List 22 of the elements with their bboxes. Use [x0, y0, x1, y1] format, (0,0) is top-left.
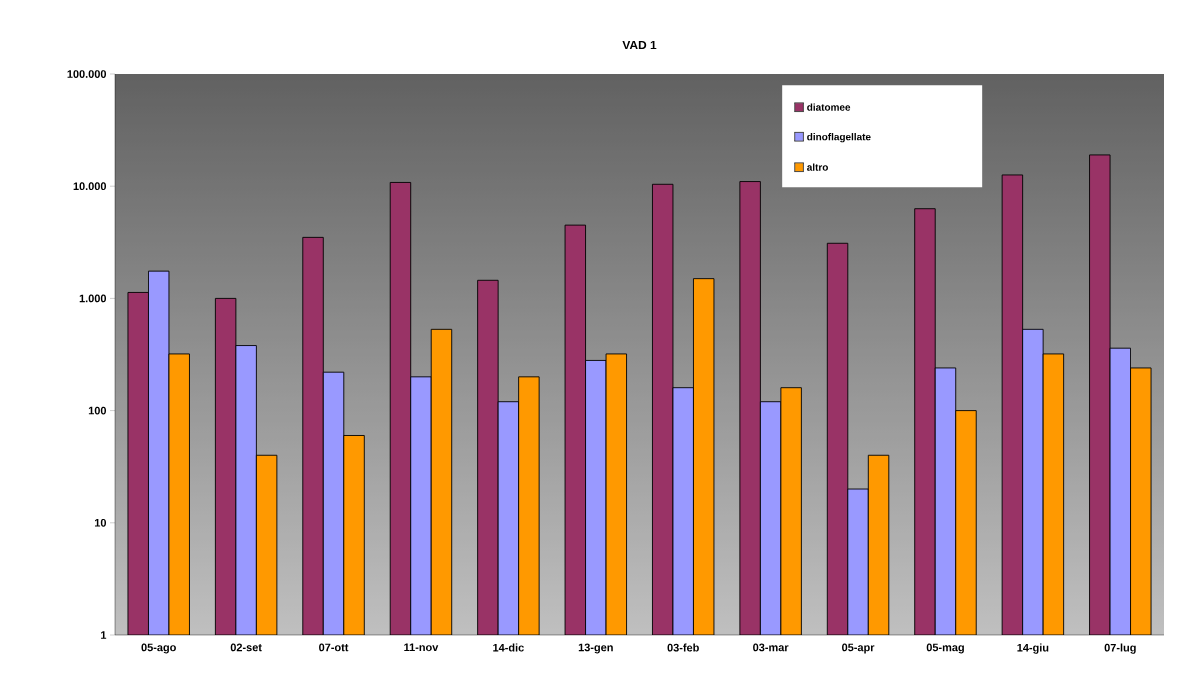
x-tick-label: 02-set: [230, 643, 262, 652]
y-tick-label: 100.000: [67, 70, 107, 78]
legend-label: diatomee: [807, 103, 851, 111]
x-tick-label: 03-mar: [753, 643, 789, 652]
x-tick-label: 03-feb: [667, 643, 699, 652]
x-tick-label: 07-lug: [1104, 643, 1136, 654]
y-tick-label: 1.000: [79, 294, 107, 303]
x-tick-label: 14-dic: [493, 643, 524, 652]
y-tick-label: 100: [88, 406, 107, 415]
x-tick-label: 07-ott: [319, 643, 349, 652]
x-tick-label: 05-apr: [842, 643, 875, 654]
x-tick-label: 11-nov: [404, 643, 439, 652]
x-tick-label: 05-mag: [926, 643, 964, 654]
chart-title: VAD 1: [622, 40, 657, 50]
legend-label: dinoflagellate: [807, 133, 871, 143]
x-tick-label: 13-gen: [578, 643, 613, 654]
y-tick-label: 10.000: [73, 182, 107, 191]
y-tick-label: 1: [101, 631, 107, 639]
x-tick-label: 14-giu: [1017, 643, 1049, 654]
x-tick-label: 05-ago: [141, 643, 176, 654]
legend-label: altro: [807, 163, 828, 171]
y-tick-label: 10: [94, 518, 107, 527]
